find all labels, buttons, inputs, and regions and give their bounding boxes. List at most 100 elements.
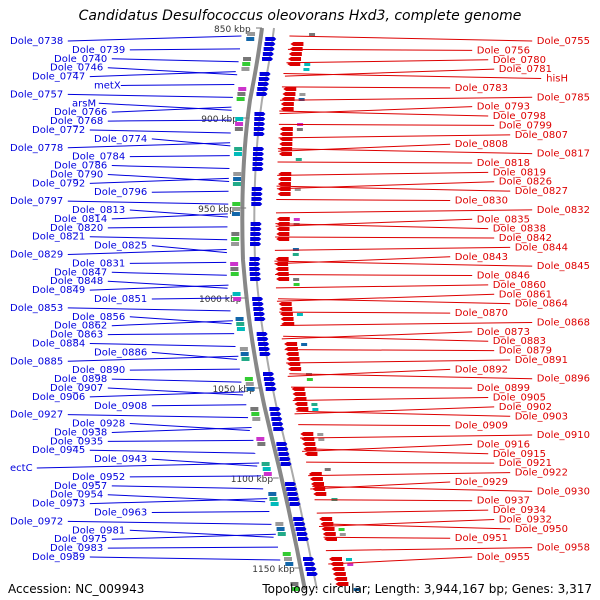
reverse-gene-arrow — [332, 572, 346, 576]
forward-gene-arrow — [250, 277, 262, 281]
reverse-gene-arrow — [279, 312, 293, 316]
gene-label: Dole_0826 — [499, 177, 552, 188]
forward-gene-arrow — [278, 452, 290, 456]
feature-block — [309, 33, 316, 36]
forward-gene-arrow — [262, 57, 274, 61]
gene-leader-line — [300, 434, 533, 439]
feature-block — [235, 122, 244, 126]
gene-label: Dole_0818 — [477, 158, 530, 169]
gene-leader-line — [129, 209, 229, 218]
gene-leader-line — [274, 246, 511, 251]
forward-gene-arrow — [249, 257, 261, 261]
feature-block — [244, 377, 253, 381]
gene-label: Dole_0972 — [10, 516, 63, 527]
gene-leader-line — [89, 391, 245, 398]
gene-label: Dole_0907 — [50, 383, 103, 394]
forward-gene-arrow — [264, 42, 276, 46]
gene-label: Dole_0781 — [499, 64, 552, 75]
forward-gene-arrow — [264, 382, 276, 386]
reverse-gene-arrow — [278, 302, 292, 306]
gene-label: Dole_0879 — [499, 346, 552, 357]
gene-label: Dole_0860 — [493, 280, 546, 291]
gene-label: Dole_0792 — [32, 178, 85, 189]
forward-gene-arrow — [257, 87, 269, 91]
gene-leader-line — [278, 298, 511, 305]
gene-leader-line — [151, 351, 237, 360]
feature-block — [233, 177, 242, 181]
gene-label: Dole_0868 — [537, 317, 590, 328]
gene-label: Dole_0861 — [499, 289, 552, 300]
gene-label: Dole_0890 — [72, 365, 125, 376]
feature-block — [270, 502, 279, 506]
scale-label: 1050 kbp — [212, 385, 255, 395]
gene-label: Dole_0896 — [537, 374, 590, 385]
forward-gene-arrow — [285, 482, 297, 486]
feature-block — [231, 232, 240, 236]
gene-leader-line — [107, 67, 238, 76]
gene-leader-line — [310, 481, 451, 490]
gene-label: Dole_0847 — [54, 267, 107, 278]
gene-label: Dole_0883 — [493, 336, 546, 347]
gene-leader-line — [280, 321, 533, 326]
gene-label: Dole_0817 — [537, 149, 590, 160]
feature-block — [347, 563, 354, 566]
reverse-gene-arrow — [279, 142, 293, 146]
feature-block — [293, 278, 300, 281]
gene-leader-line — [151, 297, 230, 300]
forward-gene-arrow — [252, 167, 264, 171]
reverse-gene-arrow — [291, 387, 305, 391]
gene-leader-line — [286, 359, 511, 364]
scale-label: 1100 kbp — [231, 475, 274, 485]
gene-leader-line — [289, 35, 533, 42]
gene-leader-line — [318, 518, 495, 527]
gene-label: Dole_0853 — [10, 303, 63, 314]
reverse-gene-arrow — [295, 407, 309, 411]
gene-leader-line — [111, 271, 227, 276]
topology-label: Topology: circular; Length: 3,944,167 bp… — [262, 582, 592, 596]
gene-label: Dole_0842 — [499, 233, 552, 244]
gene-label: arsM — [72, 98, 96, 109]
feature-block — [246, 387, 255, 391]
forward-gene-arrow — [258, 82, 270, 86]
gene-label: Dole_0932 — [499, 514, 552, 525]
forward-gene-arrow — [298, 537, 310, 541]
gene-leader-line — [107, 546, 279, 549]
gene-label: hisH — [546, 74, 568, 85]
forward-gene-arrow — [251, 187, 263, 191]
feature-block — [251, 412, 260, 416]
gene-leader-line — [279, 96, 533, 101]
forward-gene-arrow — [250, 232, 262, 236]
reverse-gene-arrow — [277, 192, 291, 196]
feature-block — [338, 528, 345, 531]
gene-label: Dole_0830 — [455, 195, 508, 206]
forward-gene-arrow — [250, 242, 262, 246]
gene-label: Dole_0951 — [455, 533, 508, 544]
feature-block — [236, 97, 245, 101]
forward-gene-arrow — [256, 332, 268, 336]
forward-gene-arrow — [252, 152, 264, 156]
feature-block — [230, 272, 239, 276]
gene-label: Dole_0937 — [477, 496, 530, 507]
gene-leader-line — [275, 223, 489, 230]
forward-gene-arrow — [251, 197, 263, 201]
gene-label: Dole_0943 — [94, 454, 147, 465]
reverse-gene-arrow — [288, 57, 302, 61]
gene-leader-line — [98, 102, 232, 111]
gene-label: Dole_0915 — [493, 449, 546, 460]
gene-leader-line — [89, 498, 268, 505]
gene-label: Dole_0849 — [32, 285, 85, 296]
gene-leader-line — [36, 462, 260, 469]
gene-leader-line — [89, 449, 256, 454]
forward-gene-arrow — [254, 122, 266, 126]
gene-label: Dole_0884 — [32, 338, 85, 349]
gene-label: Dole_0768 — [50, 116, 103, 127]
forward-gene-arrow — [252, 297, 264, 301]
reverse-gene-arrow — [276, 227, 290, 231]
gene-leader-line — [107, 387, 244, 396]
forward-gene-arrow — [293, 517, 305, 521]
gene-leader-line — [298, 424, 451, 427]
reverse-gene-arrow — [276, 237, 290, 241]
forward-gene-arrow — [303, 557, 315, 561]
gene-label: Dole_0756 — [477, 45, 530, 56]
